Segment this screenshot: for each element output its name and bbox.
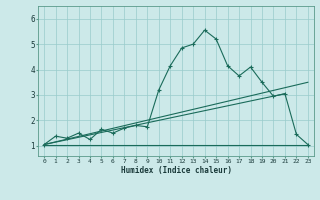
X-axis label: Humidex (Indice chaleur): Humidex (Indice chaleur) [121, 166, 231, 175]
